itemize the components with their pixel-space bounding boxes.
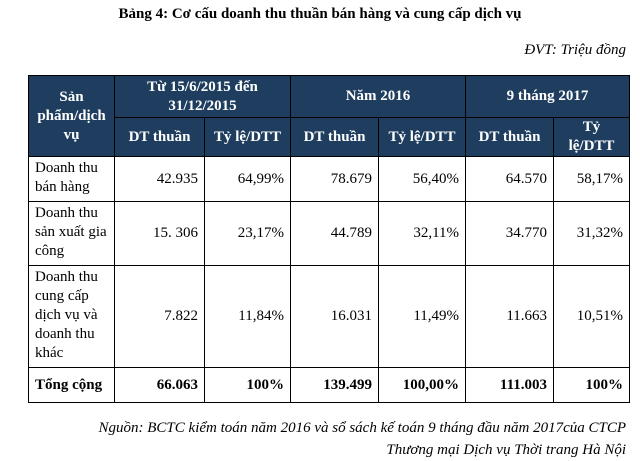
cell-value: 23,17% [204,201,291,266]
period-header-2015: Từ 15/6/2015 đến 31/12/2015 [114,75,291,118]
period-header-2017: 9 tháng 2017 [465,75,631,118]
cell-value: 7.822 [114,265,205,368]
cell-value: 42.935 [114,156,205,202]
cell-value: 56,40% [377,156,467,202]
row-label: Doanh thu sản xuất gia công [28,201,115,266]
cell-value: 31,32% [553,201,631,266]
total-row: Tổng cộng 66.063 100% 139.499 100,00% 11… [28,367,631,403]
unit-note: ĐVT: Triệu đồng [524,42,626,58]
cell-value: 64.570 [465,156,555,202]
cell-value: 32,11% [377,201,467,266]
table-row: Doanh thu bán hàng 42.935 64,99% 78.679 … [28,156,631,202]
cell-value: 64,99% [204,156,291,202]
cell-value: 11,84% [204,265,291,368]
table-row: Doanh thu sản xuất gia công 15. 306 23,1… [28,201,631,266]
source-note: Nguồn: BCTC kiểm toán năm 2016 và sổ sác… [26,417,626,461]
cell-value: 11.663 [465,265,555,368]
total-value: 139.499 [290,367,379,403]
row-header-cell: Sản phẩm/dịch vụ [28,75,115,157]
subheader-ratio: Tỷ lệ/DTT [377,117,467,157]
source-line-2: Thương mại Dịch vụ Thời trang Hà Nội [386,442,626,458]
cell-value: 58,17% [553,156,631,202]
total-value: 111.003 [465,367,555,403]
cell-value: 11,49% [377,265,467,368]
cell-value: 16.031 [290,265,379,368]
subheader-ratio: Tỷ lệ/DTT [204,117,291,157]
subheader-ratio: Tỷ lệ/DTT [553,117,631,157]
period-header-2016: Năm 2016 [289,75,467,118]
subheader-dt: DT thuần [114,117,205,157]
table-row: Doanh thu cung cấp dịch vụ và doanh thu … [28,265,631,368]
total-value: 66.063 [114,367,205,403]
subheader-dt: DT thuần [465,117,555,157]
total-value: 100% [204,367,291,403]
subheader-dt: DT thuần [290,117,379,157]
total-value: 100,00% [377,367,467,403]
revenue-structure-table: Sản phẩm/dịch vụ Từ 15/6/2015 đến 31/12/… [28,75,631,403]
source-line-1: Nguồn: BCTC kiểm toán năm 2016 và sổ sác… [98,420,626,436]
table-title: Bảng 4: Cơ cấu doanh thu thuần bán hàng … [118,6,522,22]
cell-value: 10,51% [553,265,631,368]
cell-value: 15. 306 [114,201,205,266]
row-label: Doanh thu bán hàng [28,156,115,202]
cell-value: 44.789 [290,201,379,266]
total-label: Tổng cộng [28,367,115,403]
cell-value: 78.679 [290,156,379,202]
cell-value: 34.770 [465,201,555,266]
row-label: Doanh thu cung cấp dịch vụ và doanh thu … [28,265,115,368]
total-value: 100% [553,367,631,403]
